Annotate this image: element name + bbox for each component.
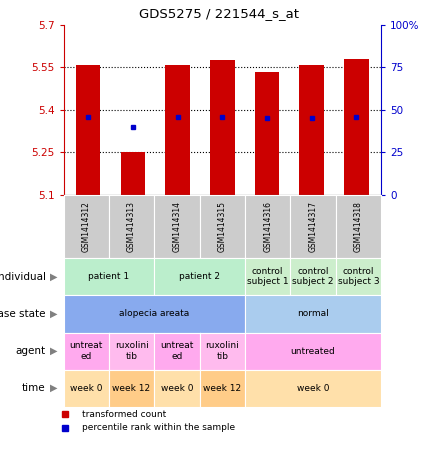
Text: ▶: ▶ [49, 383, 57, 393]
Bar [165, 64, 190, 195]
Bar [344, 59, 369, 195]
Bar [210, 60, 235, 195]
Text: untreat
ed: untreat ed [160, 342, 194, 361]
Text: ruxolini
tib: ruxolini tib [115, 342, 148, 361]
Text: GSM1414317: GSM1414317 [308, 201, 318, 252]
Bar [76, 64, 100, 195]
Text: untreat
ed: untreat ed [70, 342, 103, 361]
Text: week 0: week 0 [161, 384, 193, 393]
Bar [255, 72, 279, 195]
Text: week 12: week 12 [203, 384, 241, 393]
Text: control
subject 2: control subject 2 [292, 267, 334, 286]
Text: agent: agent [16, 346, 46, 356]
Text: percentile rank within the sample: percentile rank within the sample [81, 424, 235, 433]
Text: control
subject 3: control subject 3 [338, 267, 379, 286]
Text: GDS5275 / 221544_s_at: GDS5275 / 221544_s_at [139, 7, 299, 20]
Text: week 12: week 12 [113, 384, 151, 393]
Text: control
subject 1: control subject 1 [247, 267, 289, 286]
Text: alopecia areata: alopecia areata [119, 309, 189, 318]
Text: GSM1414316: GSM1414316 [263, 201, 272, 252]
Text: disease state: disease state [0, 309, 46, 319]
Text: GSM1414312: GSM1414312 [82, 201, 91, 252]
Text: ▶: ▶ [49, 309, 57, 319]
Text: GSM1414315: GSM1414315 [218, 201, 227, 252]
Text: GSM1414314: GSM1414314 [173, 201, 181, 252]
Text: transformed count: transformed count [81, 410, 166, 419]
Text: time: time [22, 383, 46, 393]
Text: normal: normal [297, 309, 329, 318]
Text: GSM1414313: GSM1414313 [127, 201, 136, 252]
Text: ▶: ▶ [49, 346, 57, 356]
Text: week 0: week 0 [297, 384, 329, 393]
Text: patient 2: patient 2 [179, 272, 220, 281]
Text: ▶: ▶ [49, 272, 57, 282]
Text: ruxolini
tib: ruxolini tib [205, 342, 239, 361]
Text: patient 1: patient 1 [88, 272, 130, 281]
Text: untreated: untreated [291, 347, 336, 356]
Bar [300, 64, 324, 195]
Bar [120, 152, 145, 195]
Text: individual: individual [0, 272, 46, 282]
Text: week 0: week 0 [70, 384, 102, 393]
Text: GSM1414318: GSM1414318 [354, 201, 363, 252]
